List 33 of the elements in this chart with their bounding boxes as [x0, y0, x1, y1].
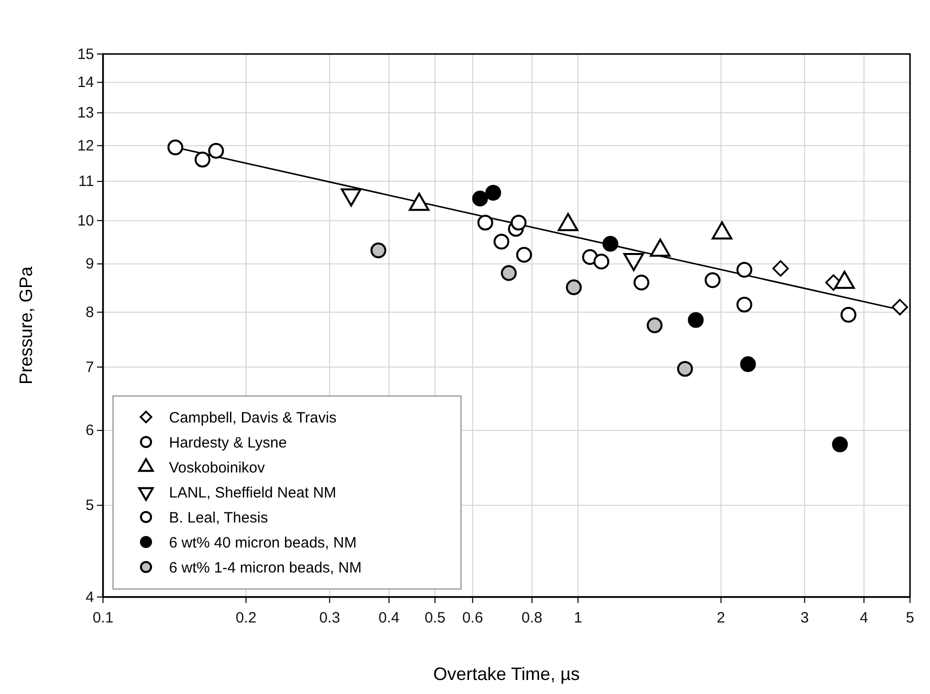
legend-label: Campbell, Davis & Travis [169, 409, 337, 426]
legend-label: LANL, Sheffield Neat NM [169, 484, 336, 502]
x-tick-label: 0.5 [424, 610, 446, 626]
y-tick-label: 11 [78, 173, 94, 190]
x-tick-label: 0.4 [378, 610, 400, 626]
legend-label: 6 wt% 1-4 micron beads, NM [169, 559, 362, 576]
x-tick-label: 0.3 [319, 610, 340, 626]
x-tick-label: 0.2 [236, 610, 256, 626]
legend-label: Voskoboinikov [169, 459, 266, 476]
x-tick-label: 3 [800, 610, 809, 626]
y-axis-title: Pressure, GPa [16, 265, 36, 385]
x-tick-label: 0.6 [462, 610, 484, 626]
x-tick-label: 4 [860, 610, 868, 626]
legend-label: Hardesty & Lysne [169, 434, 287, 452]
x-tick-label: 0.8 [522, 610, 542, 626]
legend-label: 6 wt% 40 micron beads, NM [169, 534, 357, 552]
y-tick-label: 5 [86, 497, 94, 514]
legend-label: B. Leal, Thesis [169, 509, 268, 526]
y-tick-label: 8 [86, 304, 94, 322]
x-tick-label: 0.1 [92, 610, 114, 626]
y-tick-label: 6 [86, 422, 94, 440]
y-tick-label: 15 [77, 46, 94, 63]
x-tick-label: 2 [716, 610, 726, 626]
y-tick-label: 7 [86, 358, 94, 376]
y-tick-label: 14 [77, 74, 94, 92]
y-tick-label: 13 [77, 104, 94, 122]
x-axis-title: Overtake Time, µs [433, 664, 580, 684]
y-tick-label: 4 [86, 588, 94, 606]
x-tick-label: 5 [906, 610, 914, 626]
y-tick-label: 12 [77, 137, 94, 154]
y-tick-label: 10 [77, 212, 94, 230]
y-tick-label: 9 [86, 256, 94, 273]
x-tick-label: 1 [574, 610, 582, 626]
